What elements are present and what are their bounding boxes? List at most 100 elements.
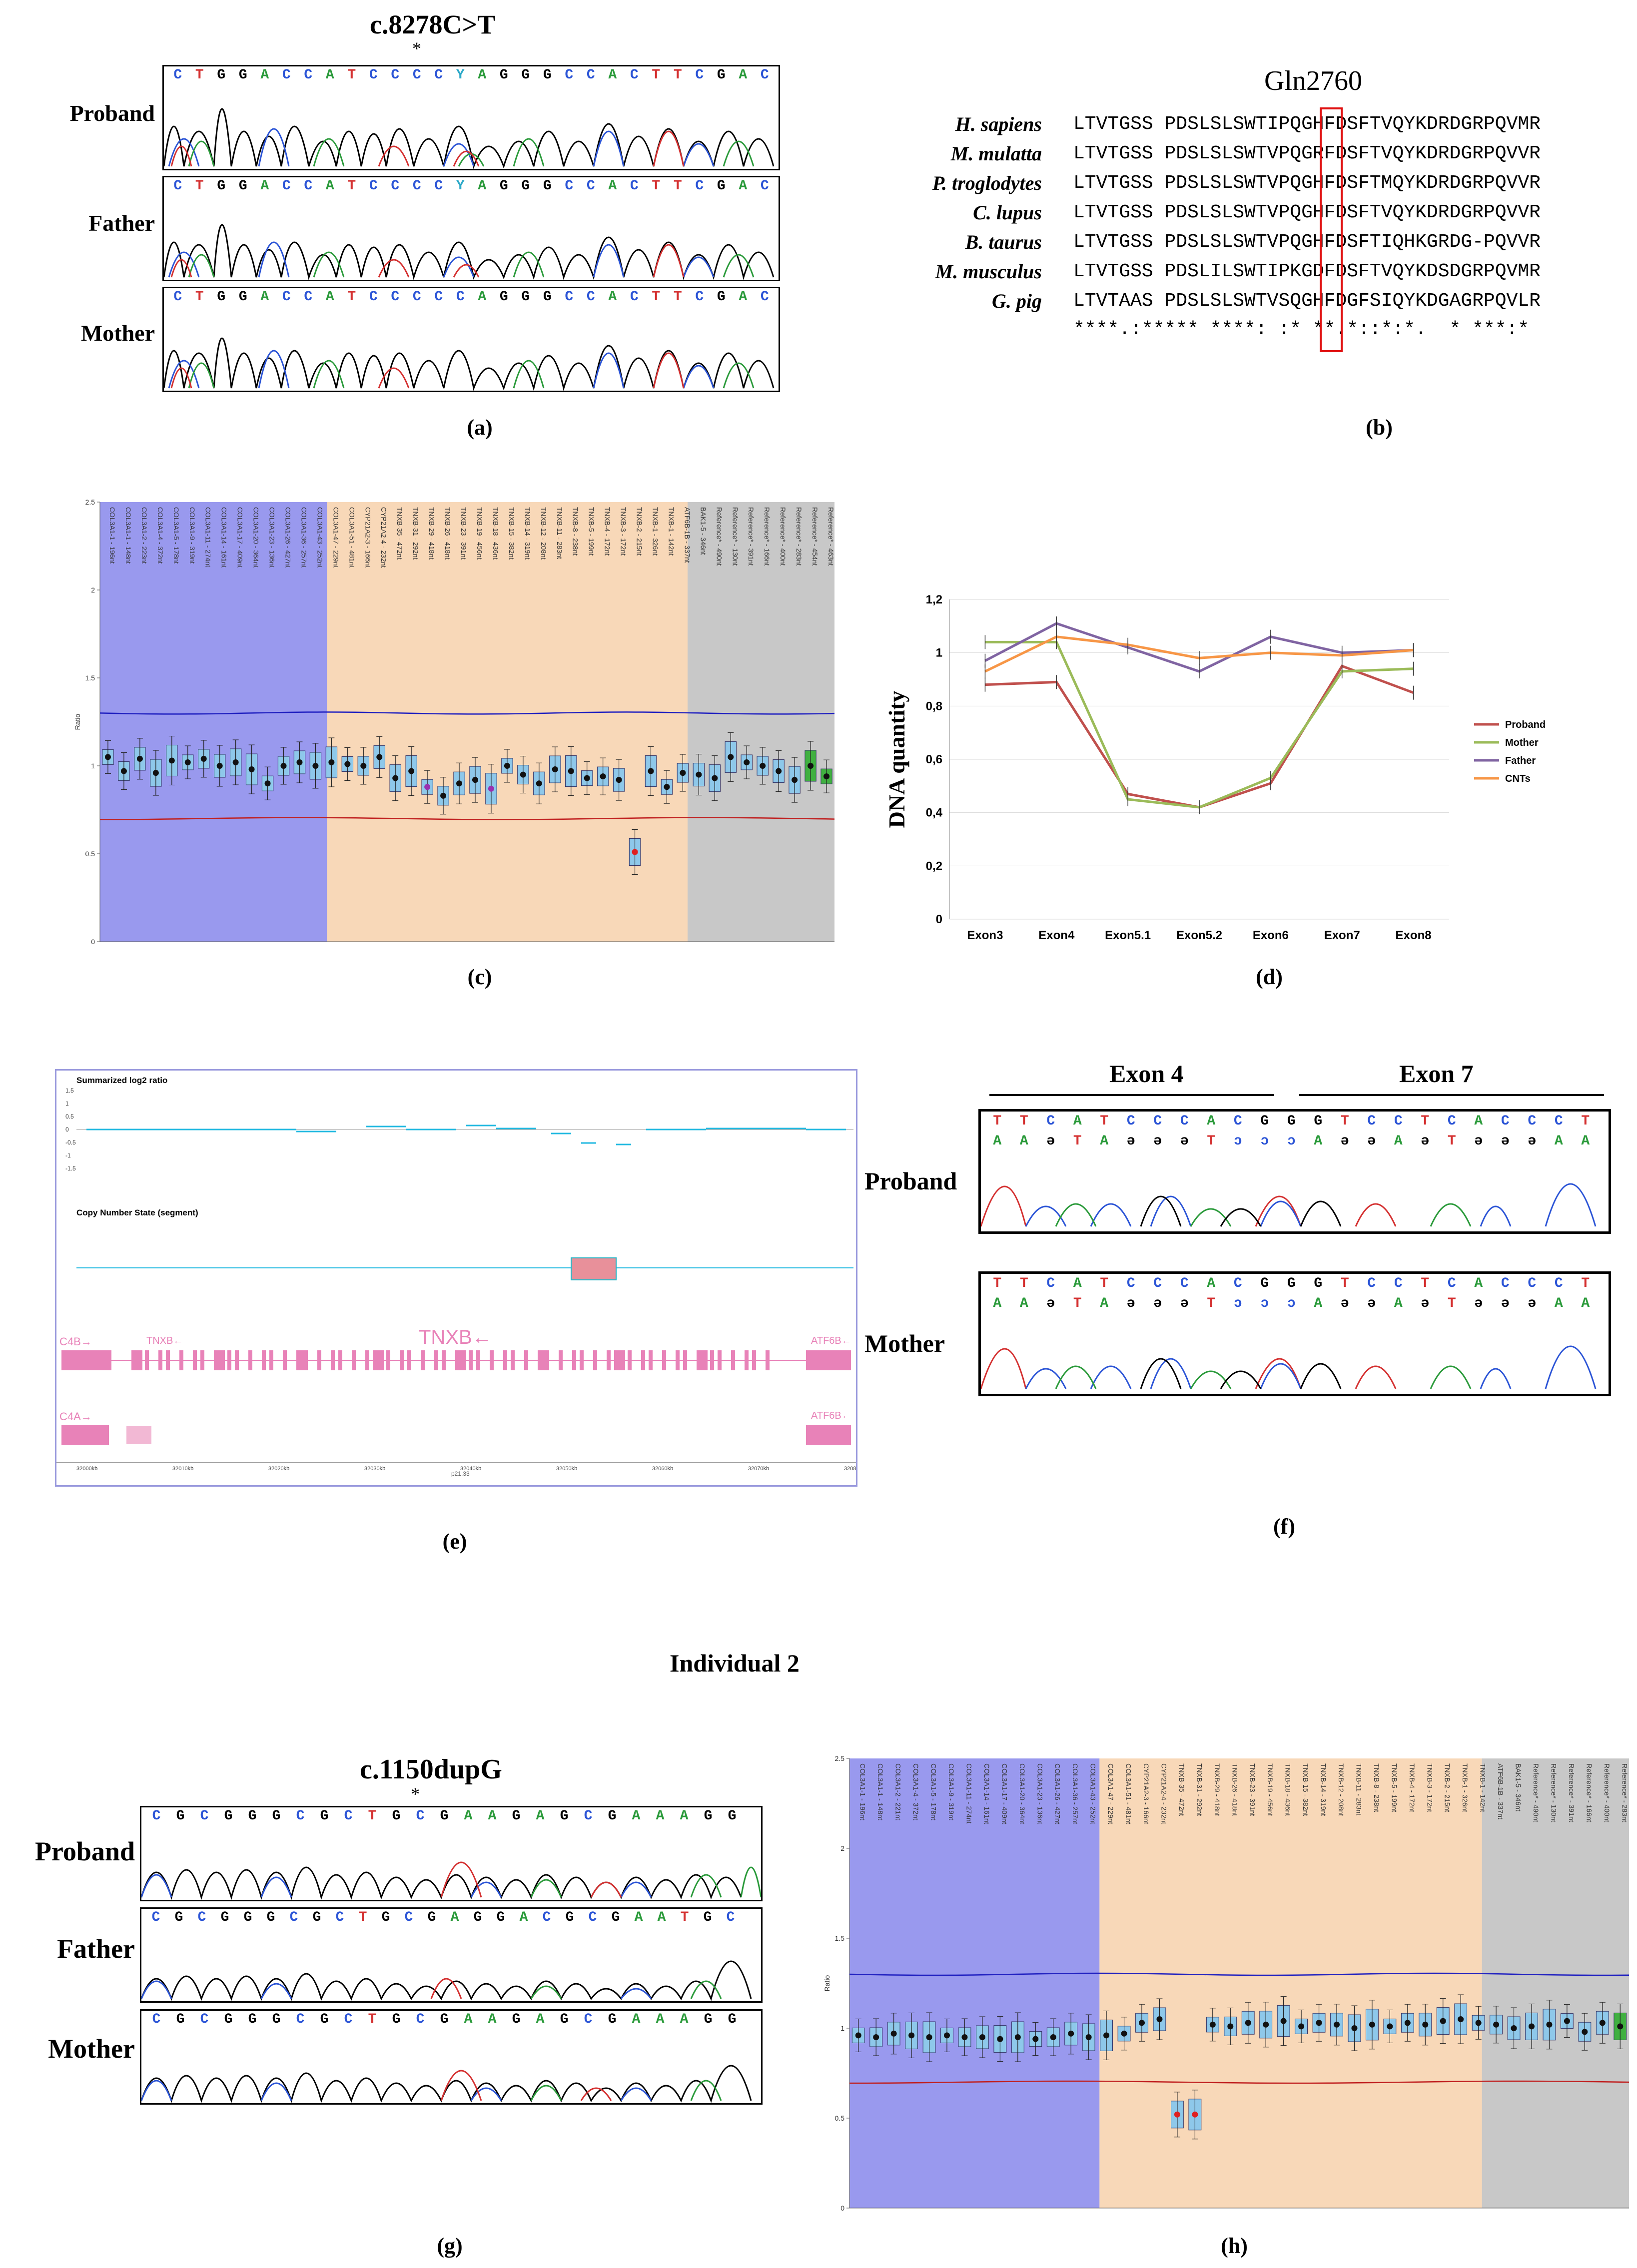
x-tick-label: Exon4 — [1038, 929, 1075, 942]
base-call: G — [1314, 1114, 1323, 1129]
region-band — [688, 502, 834, 942]
row-label-father-a: Father — [88, 210, 155, 236]
base-call: T — [1019, 1114, 1028, 1129]
exon-mark — [607, 1350, 611, 1370]
data-point — [600, 773, 606, 780]
exon-mark — [662, 1350, 666, 1370]
base-call: C — [1554, 1276, 1563, 1291]
base-call: ə — [1421, 1134, 1430, 1149]
exon-mark — [455, 1350, 466, 1370]
exon-mark — [469, 1350, 473, 1370]
probe-name: TNXB-2 - 215nt — [636, 507, 644, 556]
protein-sequence: LTVTGSS PDSLSLSWTVPQGRFDSFTVQYKDRDGRPQVV… — [1073, 143, 1541, 164]
exon-mark — [269, 1350, 273, 1370]
y-tick-label: 1 — [840, 2024, 844, 2032]
base-call: ɔ — [1287, 1134, 1296, 1149]
base-call: T — [993, 1276, 1002, 1291]
data-point — [1369, 2021, 1375, 2028]
x-tick-label: Exon5.1 — [1105, 929, 1151, 942]
base-call: C — [369, 178, 378, 194]
probe-name: Reference* - 283nt — [1621, 1763, 1629, 1822]
row-label-mother-f: Mother — [864, 1329, 945, 1357]
probe-name: TNXB-31 - 292nt — [412, 507, 420, 560]
base-call: ə — [1180, 1134, 1189, 1149]
base-call: C — [1126, 1114, 1135, 1129]
exon-mark — [352, 1350, 356, 1370]
base-call: G — [238, 178, 247, 194]
data-point — [344, 761, 351, 767]
base-call: A — [1207, 1276, 1216, 1291]
probe-name: COL3A1-47 - 229nt — [1107, 1763, 1115, 1824]
y-tick-label: 0.5 — [85, 850, 95, 858]
data-point — [890, 2030, 897, 2037]
base-call: T — [1447, 1296, 1456, 1311]
base-call: C — [416, 1808, 425, 1824]
base-call: Y — [456, 178, 465, 194]
data-point — [680, 770, 686, 776]
probe-name: TNXB-31 - 292nt — [1195, 1763, 1203, 1816]
base-call: C — [391, 67, 400, 83]
data-point — [568, 768, 574, 774]
exon-mark — [593, 1350, 597, 1370]
base-call: G — [217, 67, 226, 83]
data-point — [997, 2036, 1003, 2042]
probe-name: Reference* - 463nt — [827, 507, 835, 566]
base-call: A — [680, 1808, 689, 1824]
x-tick-label: Exon7 — [1324, 929, 1360, 942]
probe-name: TNXB-5 - 199nt — [1390, 1763, 1398, 1812]
exon-mark — [442, 1350, 446, 1370]
probe-name: TNXB-29 - 418nt — [428, 507, 436, 560]
probe-name: Reference* - 400nt — [1603, 1763, 1611, 1822]
row-label-mother-a: Mother — [80, 320, 155, 346]
base-call: A — [260, 67, 269, 83]
base-call: C — [1046, 1276, 1055, 1291]
data-point — [104, 754, 111, 760]
base-call: G — [608, 2012, 617, 2027]
base-call: G — [496, 1910, 505, 1925]
y-axis-label: DNA quantity — [884, 691, 909, 828]
exon-mark — [766, 1350, 770, 1370]
region-band — [1482, 1758, 1629, 2208]
base-call: G — [1260, 1276, 1269, 1291]
probe-name: COL3A1-23 - 136nt — [1036, 1763, 1044, 1824]
x-tick-label: 32020kb — [268, 1466, 289, 1472]
base-call: C — [289, 1910, 298, 1925]
base-call: G — [704, 1808, 713, 1824]
base-call: ə — [1046, 1296, 1055, 1311]
probe-name: TNXB-2 - 215nt — [1444, 1763, 1452, 1812]
data-point — [1440, 2018, 1446, 2024]
base-call: G — [176, 2012, 185, 2027]
base-call: G — [543, 289, 552, 305]
base-call: A — [1554, 1296, 1563, 1311]
data-point — [520, 771, 526, 778]
base-call: A — [1100, 1296, 1109, 1311]
protein-sequence: LTVTGSS PDSLILSWTIPKGDFDSFTVQYKDSDGRPQVM… — [1073, 261, 1541, 282]
data-point — [456, 780, 463, 787]
base-call: C — [304, 178, 313, 194]
gene-label-tnxb: TNXB← — [419, 1326, 492, 1348]
base-call: T — [368, 2012, 377, 2027]
base-call: ɔ — [1287, 1296, 1296, 1311]
probe-name: TNXB-29 - 418nt — [1213, 1763, 1221, 1816]
trace-svg — [981, 1183, 1597, 1227]
base-call: C — [391, 289, 400, 305]
base-call: C — [630, 67, 639, 83]
base-call: G — [565, 1910, 574, 1925]
data-point — [1103, 2032, 1110, 2039]
asterisk-g: * — [411, 1784, 420, 1804]
base-call: C — [304, 67, 313, 83]
probe-name: Reference* - 454nt — [811, 507, 819, 566]
exon-mark — [131, 1350, 142, 1370]
y-tick-label: 1.5 — [85, 674, 95, 682]
mutation-title-a: c.8278C>T — [370, 9, 496, 39]
x-tick-label: 32000kb — [76, 1466, 97, 1472]
data-point — [584, 775, 590, 781]
base-call: T — [1073, 1296, 1082, 1311]
base-call: G — [1314, 1276, 1323, 1291]
data-point — [823, 773, 830, 780]
exon-mark — [731, 1350, 735, 1370]
